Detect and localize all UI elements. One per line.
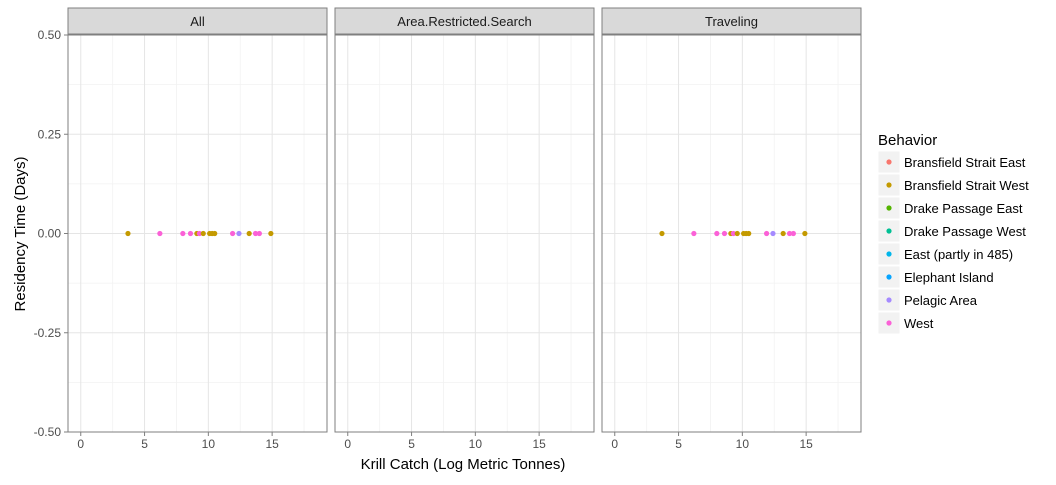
facet-strip-label: Area.Restricted.Search: [397, 14, 531, 29]
x-axis-title: Krill Catch (Log Metric Tonnes): [361, 456, 566, 473]
data-point: [157, 230, 163, 237]
y-axis-title: Residency Time (Days): [12, 156, 29, 311]
legend-label: West: [904, 316, 934, 331]
facet-strip: [334, 7, 595, 35]
data-point: [196, 230, 203, 237]
data-point: [187, 230, 194, 237]
data-point: [734, 230, 740, 237]
data-point: [659, 230, 665, 237]
data-point: [200, 230, 206, 237]
data-point: [780, 230, 786, 237]
x-tick-label: 0: [344, 437, 351, 451]
data-point: [714, 230, 720, 237]
x-tick-label: 5: [408, 437, 415, 451]
data-point: [180, 230, 186, 237]
legend-label: Elephant Island: [904, 270, 994, 285]
y-tick-label: -0.25: [34, 326, 62, 340]
data-point: [268, 230, 274, 237]
x-tick-label: 5: [141, 437, 148, 451]
legend-label: Pelagic Area: [904, 293, 978, 308]
legend-label: Bransfield Strait West: [904, 178, 1029, 193]
legend-marker: [886, 274, 892, 280]
data-point: [730, 230, 737, 237]
data-point: [802, 230, 808, 237]
data-point: [746, 230, 752, 237]
legend-marker: [886, 297, 892, 303]
panel-border: [601, 34, 862, 433]
x-tick-label: 0: [77, 437, 84, 451]
y-tick-label: -0.50: [34, 425, 62, 439]
data-point: [125, 230, 131, 237]
legend-marker: [886, 159, 892, 165]
data-point: [236, 230, 242, 237]
data-point: [246, 230, 252, 237]
legend-marker: [886, 182, 892, 188]
y-tick-label: 0.50: [38, 28, 62, 42]
data-point: [691, 230, 697, 237]
legend-label: Drake Passage East: [904, 201, 1023, 216]
data-point: [212, 230, 218, 237]
legend-marker: [886, 251, 892, 257]
facet-strip: [601, 7, 862, 35]
facet-strip-label: Traveling: [705, 14, 758, 29]
facet-strip: [67, 7, 328, 35]
legend-marker: [886, 320, 892, 326]
legend-title: Behavior: [878, 132, 937, 149]
y-tick-label: 0.00: [38, 227, 62, 241]
data-point: [256, 230, 262, 237]
legend-label: Bransfield Strait East: [904, 155, 1026, 170]
data-point: [786, 230, 793, 237]
x-tick-label: 0: [611, 437, 618, 451]
x-tick-label: 15: [532, 437, 546, 451]
data-point: [770, 230, 776, 237]
data-point: [763, 230, 770, 237]
data-point: [790, 230, 796, 237]
legend-label: East (partly in 485): [904, 247, 1013, 262]
x-tick-label: 10: [736, 437, 750, 451]
legend-marker: [886, 205, 892, 211]
data-point: [721, 230, 728, 237]
x-tick-label: 15: [799, 437, 813, 451]
y-tick-label: 0.25: [38, 127, 62, 141]
x-tick-label: 10: [469, 437, 483, 451]
x-tick-label: 15: [265, 437, 279, 451]
x-tick-label: 10: [202, 437, 216, 451]
facet-strip-label: All: [190, 14, 205, 29]
data-point: [252, 230, 259, 237]
panel-border: [334, 34, 595, 433]
legend-label: Drake Passage West: [904, 224, 1026, 239]
data-point: [229, 230, 236, 237]
x-tick-label: 5: [675, 437, 682, 451]
legend-marker: [886, 228, 892, 234]
